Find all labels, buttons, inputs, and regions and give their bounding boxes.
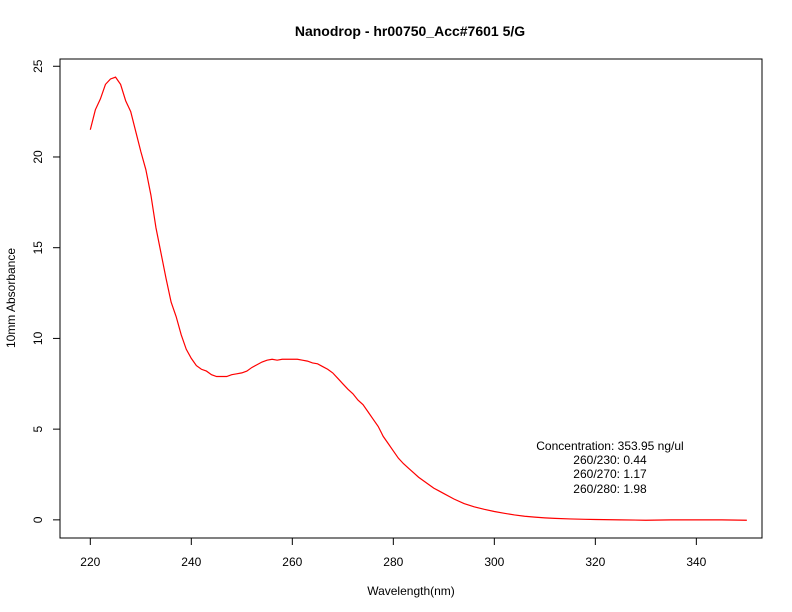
y-tick-label: 20	[31, 150, 45, 164]
y-tick-label: 0	[31, 516, 45, 523]
chart-title: Nanodrop - hr00750_Acc#7601 5/G	[295, 23, 525, 39]
x-tick-label: 220	[80, 555, 100, 569]
x-tick-label: 260	[282, 555, 302, 569]
x-tick-label: 240	[181, 555, 201, 569]
x-tick-label: 300	[484, 555, 504, 569]
y-tick-label: 5	[31, 425, 45, 432]
x-axis-label: Wavelength(nm)	[367, 584, 455, 598]
y-tick-label: 10	[31, 331, 45, 345]
y-tick-label: 25	[31, 59, 45, 73]
series-group	[89, 76, 747, 521]
x-tick-label: 320	[585, 555, 605, 569]
concentration-annotation: Concentration: 353.95 ng/ul	[536, 439, 683, 453]
y-axis-label: 10mm Absorbance	[4, 248, 18, 348]
ratio-260-280-annotation: 260/280: 1.98	[573, 482, 647, 496]
y-axis: 0 5 10 15 20 25	[31, 59, 61, 523]
x-tick-label: 340	[686, 555, 706, 569]
ratio-260-270-annotation: 260/270: 1.17	[573, 467, 647, 481]
x-axis: 220 240 260 280 300 320 340	[80, 537, 707, 569]
x-tick-label: 280	[383, 555, 403, 569]
ratio-260-230-annotation: 260/230: 0.44	[573, 453, 647, 467]
y-tick-label: 15	[31, 241, 45, 255]
plot-frame	[59, 58, 763, 539]
absorbance-series-line	[89, 76, 747, 521]
